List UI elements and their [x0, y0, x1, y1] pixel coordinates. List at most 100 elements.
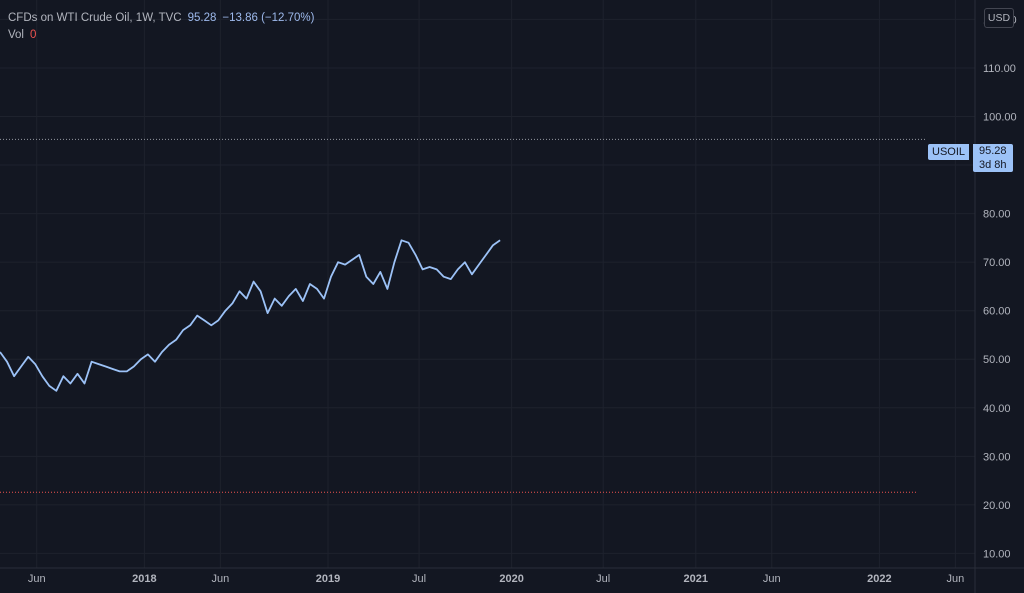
legend-title: CFDs on WTI Crude Oil, 1W, TVC [8, 12, 182, 24]
legend-change: −13.86 (−12.70%) [222, 12, 315, 24]
data-point [415, 254, 416, 255]
data-point [21, 366, 22, 367]
data-point [366, 276, 367, 277]
y-tick-label: 40.00 [983, 403, 1011, 415]
data-point [161, 351, 162, 352]
data-point [204, 320, 205, 321]
y-tick-label: 10.00 [983, 548, 1011, 560]
legend-volume-label: Vol [8, 29, 24, 41]
data-point [281, 305, 282, 306]
data-point [239, 291, 240, 292]
data-point [133, 366, 134, 367]
y-tick-label: 50.00 [983, 354, 1011, 366]
data-point [478, 264, 479, 265]
data-point [387, 288, 388, 289]
legend-last-price: 95.28 [187, 12, 217, 24]
y-tick-label: 30.00 [983, 451, 1011, 463]
data-point [302, 300, 303, 301]
data-point [436, 269, 437, 270]
data-point [316, 288, 317, 289]
data-point [225, 310, 226, 311]
data-point [190, 325, 191, 326]
price-tag-value-box: 95.28 3d 8h [973, 144, 1013, 172]
x-tick-label: Jul [412, 573, 426, 585]
chart-legend: CFDs on WTI Crude Oil, 1W, TVC 95.28 −13… [8, 10, 314, 44]
data-point [147, 354, 148, 355]
data-point [218, 320, 219, 321]
y-tick-label: 20.00 [983, 500, 1011, 512]
data-point [98, 364, 99, 365]
data-point [77, 373, 78, 374]
x-tick-label: 2019 [316, 573, 340, 585]
data-point [232, 303, 233, 304]
data-point [288, 296, 289, 297]
data-point [211, 325, 212, 326]
data-point [42, 376, 43, 377]
data-point [267, 313, 268, 314]
legend-volume-value: 0 [30, 29, 37, 41]
data-point [457, 269, 458, 270]
data-point [260, 291, 261, 292]
data-point [373, 283, 374, 284]
series-line [0, 239, 501, 392]
y-tick-label: 60.00 [983, 306, 1011, 318]
reference-lines [0, 138, 925, 493]
data-point [126, 371, 127, 372]
data-point [429, 266, 430, 267]
data-point [359, 254, 360, 255]
data-point [70, 383, 71, 384]
data-point [330, 276, 331, 277]
price-tag-countdown: 3d 8h [979, 159, 1007, 171]
data-point [28, 356, 29, 357]
x-tick-label: Jun [211, 573, 229, 585]
data-point [63, 376, 64, 377]
data-point [422, 269, 423, 270]
data-point [91, 361, 92, 362]
data-point [140, 359, 141, 360]
data-point [49, 385, 50, 386]
data-point [394, 262, 395, 263]
data-point [352, 259, 353, 260]
data-point [253, 281, 254, 282]
y-tick-label: 110.00 [983, 63, 1016, 75]
data-point [84, 383, 85, 384]
data-point [345, 264, 346, 265]
y-tick-label: 80.00 [983, 209, 1011, 221]
data-point [35, 364, 36, 365]
data-point [471, 274, 472, 275]
data-point [464, 262, 465, 263]
data-point [112, 368, 113, 369]
data-point [168, 344, 169, 345]
data-point [56, 390, 57, 391]
data-point [183, 330, 184, 331]
x-tick-label: 2021 [684, 573, 708, 585]
data-point [380, 271, 381, 272]
data-point [323, 298, 324, 299]
data-point [105, 366, 106, 367]
data-point [197, 315, 198, 316]
data-point [485, 254, 486, 255]
price-tag-symbol: USOIL [928, 144, 970, 160]
data-point [492, 245, 493, 246]
y-tick-label: 70.00 [983, 257, 1011, 269]
price-tag-price: 95.28 [979, 145, 1007, 157]
x-tick-label: Jun [763, 573, 781, 585]
data-point [408, 242, 409, 243]
data-point [401, 240, 402, 241]
data-point [295, 288, 296, 289]
y-tick-label: 100.00 [983, 112, 1017, 124]
data-point [309, 283, 310, 284]
data-point [274, 298, 275, 299]
x-tick-label: Jul [596, 573, 610, 585]
current-price-tag: USOIL 95.28 3d 8h [928, 144, 1013, 172]
currency-button[interactable]: USD [984, 8, 1014, 28]
grid-layer [0, 0, 975, 568]
x-tick-label: 2020 [499, 573, 523, 585]
data-point [119, 371, 120, 372]
series-layer [0, 239, 501, 392]
data-point [450, 279, 451, 280]
data-point [499, 240, 500, 241]
x-tick-label: Jun [947, 573, 965, 585]
